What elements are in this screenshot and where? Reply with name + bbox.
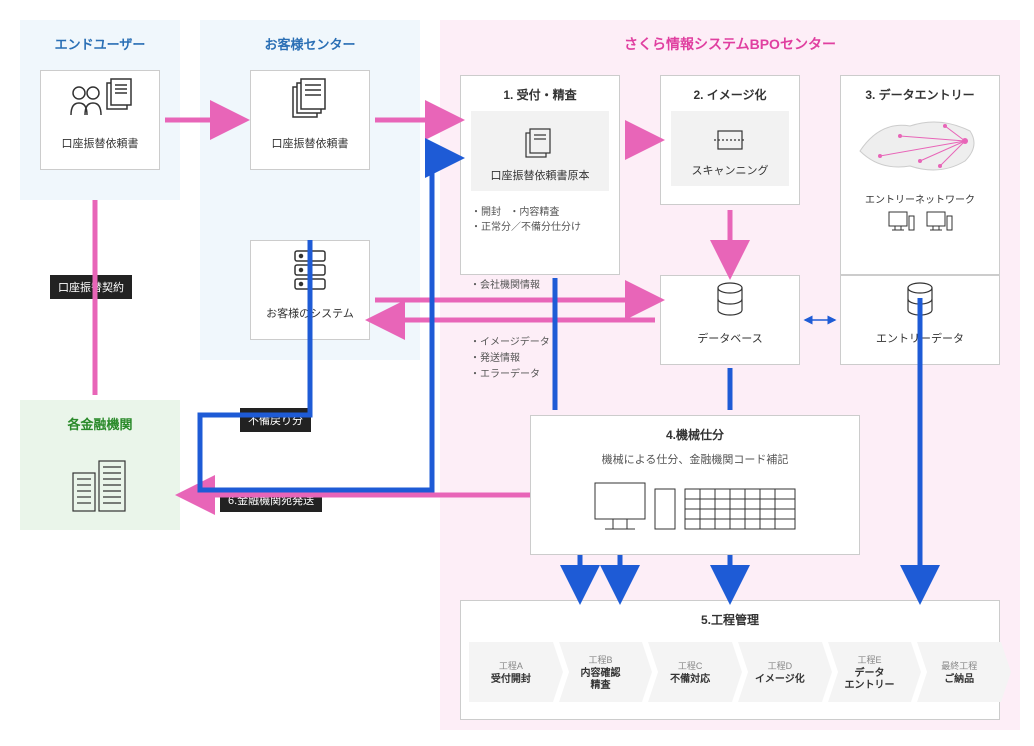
customer-center-title: お客様センター — [200, 20, 420, 63]
finance-title: 各金融機関 — [20, 400, 180, 443]
docs-icon — [285, 75, 335, 125]
step3-title: 3. データエントリー — [841, 76, 999, 111]
database-box: データベース — [660, 275, 800, 365]
step4-title: 4.機械仕分 — [531, 416, 859, 451]
docs-icon — [520, 123, 560, 163]
step2-box: 2. イメージ化 スキャンニング — [660, 75, 800, 205]
monitors-icon — [841, 210, 999, 234]
end-user-title: エンドユーザー — [20, 20, 180, 63]
step3-net-label: エントリーネットワーク — [841, 191, 999, 206]
database-icon — [903, 280, 938, 320]
end-user-box: 口座振替依頼書 — [40, 70, 160, 170]
bpo-title: さくら情報システムBPOセンター — [440, 20, 1020, 64]
step5-box: 5.工程管理 工程A受付開封 工程B内容確認精査 工程C不備対応 工程Dイメージ… — [460, 600, 1000, 720]
end-user-region: エンドユーザー 口座振替依頼書 — [20, 20, 180, 200]
finance-region: 各金融機関 — [20, 400, 180, 530]
network-map-icon — [850, 111, 990, 191]
contract-label: 口座振替契約 — [50, 275, 132, 299]
step1-bullets: ・開封 ・内容精査 ・正常分／不備分仕分け — [461, 201, 619, 243]
step5-title: 5.工程管理 — [461, 601, 999, 636]
chev-e: 工程Eデータエントリー — [828, 642, 912, 702]
chev-b: 工程B内容確認精査 — [559, 642, 643, 702]
scanner-icon — [710, 123, 750, 158]
step1-box: 1. 受付・精査 口座振替依頼書原本 ・開封 ・内容精査 ・正常分／不備分仕分け — [460, 75, 620, 275]
return-data-texts: ・イメージデータ ・発送情報 ・エラーデータ — [470, 335, 550, 383]
database-label: データベース — [661, 324, 799, 352]
step2-sub-label: スキャンニング — [675, 162, 785, 178]
people-docs-icon — [65, 75, 135, 125]
step4-box: 4.機械仕分 機械による仕分、金融機関コード補記 — [530, 415, 860, 555]
end-user-box-label: 口座振替依頼書 — [41, 129, 159, 157]
cc-system-label: お客様のシステム — [251, 299, 369, 327]
step3-box: 3. データエントリー エントリーネットワーク — [840, 75, 1000, 275]
building-icon — [65, 453, 135, 513]
step2-title: 2. イメージ化 — [661, 76, 799, 111]
cc-doc-box: 口座振替依頼書 — [250, 70, 370, 170]
chev-d: 工程Dイメージ化 — [738, 642, 822, 702]
chev-c: 工程C不備対応 — [648, 642, 732, 702]
defect-return-label: 不備戻り分 — [240, 408, 311, 432]
entrydata-label: エントリーデータ — [841, 324, 999, 352]
server-icon — [285, 245, 335, 295]
step4-sub: 機械による仕分、金融機関コード補記 — [531, 451, 859, 475]
cc-doc-label: 口座振替依頼書 — [251, 129, 369, 157]
step1-sub: 口座振替依頼書原本 — [471, 111, 609, 191]
chev-a: 工程A受付開封 — [469, 642, 553, 702]
step1-sub-label: 口座振替依頼書原本 — [475, 167, 605, 183]
cc-system-box: お客様のシステム — [250, 240, 370, 340]
customer-center-region: お客様センター 口座振替依頼書 お客様のシステム — [200, 20, 420, 360]
chevron-row: 工程A受付開封 工程B内容確認精査 工程C不備対応 工程Dイメージ化 工程Eデー… — [469, 642, 1007, 702]
chev-final: 最終工程ご納品 — [917, 642, 1001, 702]
entrydata-box: エントリーデータ — [840, 275, 1000, 365]
step1-title: 1. 受付・精査 — [461, 76, 619, 111]
company-info-text: ・会社機関情報 — [470, 278, 540, 294]
step2-sub: スキャンニング — [671, 111, 789, 186]
sorting-machine-icon — [585, 475, 805, 535]
send-bank-label: 6.金融機関宛発送 — [220, 488, 322, 512]
database-icon — [713, 280, 748, 320]
